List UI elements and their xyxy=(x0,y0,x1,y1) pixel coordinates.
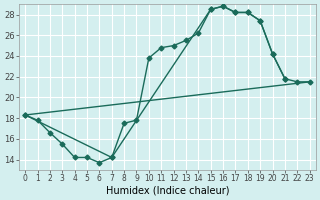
X-axis label: Humidex (Indice chaleur): Humidex (Indice chaleur) xyxy=(106,186,229,196)
